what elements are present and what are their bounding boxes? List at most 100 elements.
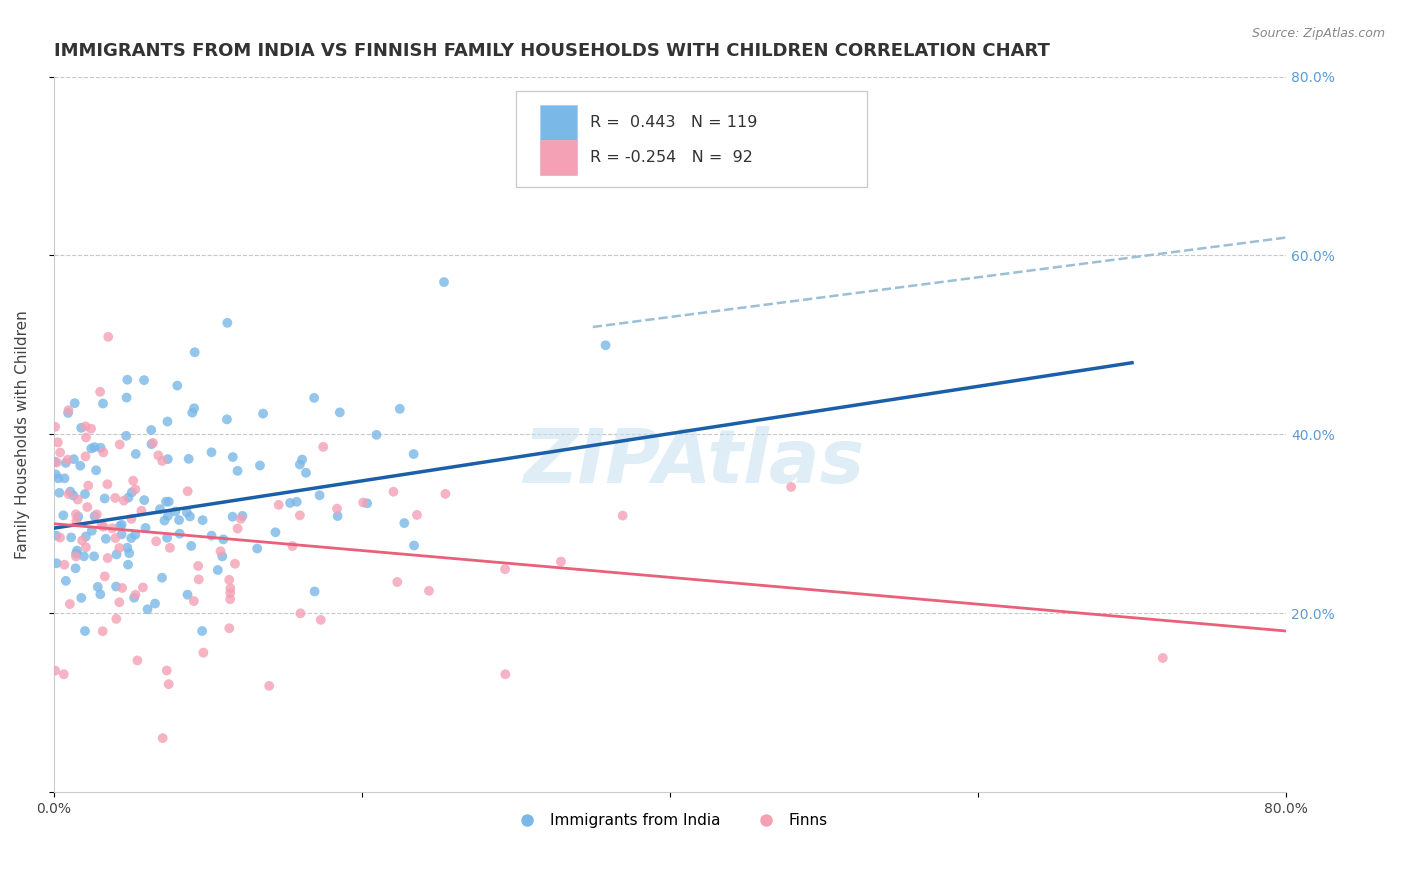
Point — [131, 504, 153, 518]
Point — [312, 440, 335, 454]
Point — [45, 528, 67, 542]
Point — [66, 543, 89, 558]
FancyBboxPatch shape — [540, 140, 578, 175]
Point — [49, 531, 72, 545]
Point — [73, 549, 96, 564]
Point — [165, 504, 187, 518]
Point — [209, 544, 232, 558]
Point — [62, 488, 84, 502]
Point — [226, 464, 249, 478]
Point — [124, 483, 146, 497]
Point — [124, 527, 146, 541]
Point — [134, 521, 156, 535]
Point — [222, 450, 245, 464]
Point — [93, 520, 115, 534]
Point — [58, 487, 80, 501]
Point — [224, 557, 246, 571]
Point — [153, 514, 176, 528]
Text: R =  0.443   N = 119: R = 0.443 N = 119 — [589, 115, 756, 130]
Point — [59, 597, 82, 611]
Point — [149, 502, 172, 516]
Point — [418, 583, 440, 598]
Point — [219, 582, 242, 596]
Point — [278, 496, 301, 510]
Point — [179, 509, 201, 524]
Point — [252, 407, 274, 421]
Point — [70, 421, 93, 435]
Point — [58, 403, 80, 417]
Point — [115, 429, 138, 443]
Point — [226, 522, 249, 536]
Point — [288, 458, 311, 472]
Point — [308, 488, 330, 502]
Point — [124, 588, 146, 602]
Point — [91, 445, 114, 459]
Point — [150, 571, 173, 585]
FancyBboxPatch shape — [516, 91, 868, 187]
Point — [73, 624, 96, 638]
Point — [295, 466, 318, 480]
Point — [211, 549, 233, 564]
Point — [105, 580, 128, 594]
Point — [143, 597, 166, 611]
Point — [264, 525, 287, 540]
Point — [91, 624, 114, 639]
Point — [176, 588, 198, 602]
Point — [90, 441, 112, 455]
Point — [215, 412, 238, 426]
Point — [104, 491, 127, 505]
Point — [94, 569, 117, 583]
Point — [75, 419, 97, 434]
Point — [75, 450, 97, 464]
Point — [309, 613, 332, 627]
Point — [94, 532, 117, 546]
Point — [193, 646, 215, 660]
Point — [402, 447, 425, 461]
Point — [212, 533, 235, 547]
Point — [281, 539, 304, 553]
Point — [90, 518, 112, 533]
Point — [65, 561, 87, 575]
Point — [780, 480, 803, 494]
Point — [159, 541, 181, 555]
Point — [291, 452, 314, 467]
Legend: Immigrants from India, Finns: Immigrants from India, Finns — [505, 807, 834, 834]
Point — [152, 731, 174, 745]
Point — [191, 624, 214, 638]
Point — [156, 664, 179, 678]
Point — [176, 506, 198, 520]
Point — [117, 373, 139, 387]
Point — [217, 316, 239, 330]
Point — [290, 607, 312, 621]
Point — [105, 548, 128, 562]
Point — [122, 591, 145, 605]
Point — [356, 496, 378, 510]
Point — [75, 430, 97, 444]
Point — [75, 540, 97, 554]
Point — [89, 587, 111, 601]
Point — [257, 679, 280, 693]
Point — [218, 621, 240, 635]
Point — [96, 477, 118, 491]
Point — [183, 594, 205, 608]
Point — [288, 508, 311, 523]
Point — [111, 517, 134, 532]
Point — [267, 498, 290, 512]
Point — [70, 591, 93, 605]
Point — [219, 586, 242, 600]
Point — [110, 527, 132, 541]
Point — [44, 455, 66, 469]
Point — [117, 491, 139, 505]
Point — [104, 531, 127, 545]
Point — [76, 500, 98, 514]
Point — [326, 501, 349, 516]
Point — [70, 533, 93, 548]
Point — [120, 531, 142, 545]
Point — [433, 275, 456, 289]
Point — [108, 541, 131, 555]
Text: IMMIGRANTS FROM INDIA VS FINNISH FAMILY HOUSEHOLDS WITH CHILDREN CORRELATION CHA: IMMIGRANTS FROM INDIA VS FINNISH FAMILY … — [53, 42, 1049, 60]
Point — [115, 391, 138, 405]
Point — [177, 451, 200, 466]
Point — [56, 406, 79, 420]
Point — [406, 508, 429, 522]
